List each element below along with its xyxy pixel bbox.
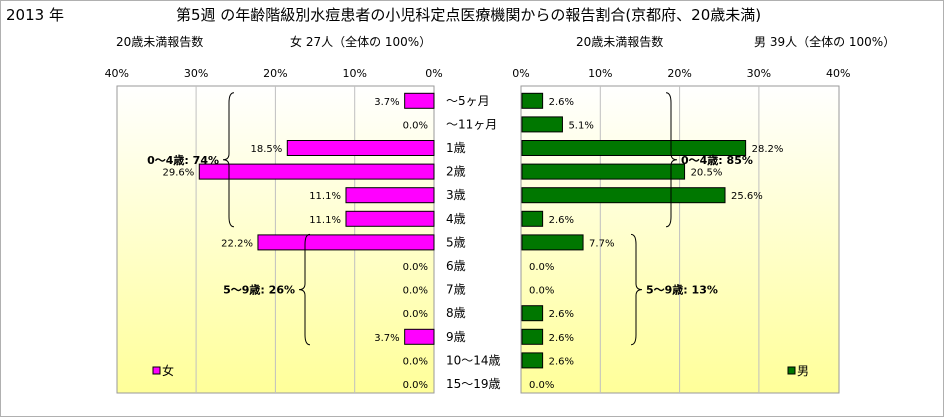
- age-group-brace: [665, 92, 678, 228]
- male-value-label: 2.6%: [549, 215, 574, 226]
- female-value-label: 29.6%: [162, 168, 194, 179]
- female-value-label: 0.0%: [403, 309, 428, 320]
- female-bar: [198, 163, 435, 180]
- male-bar: [521, 116, 563, 133]
- female-bar: [257, 234, 435, 251]
- left-count-label: 20歳未満報告数: [116, 34, 203, 49]
- female-bar: [404, 328, 435, 345]
- male-value-label: 28.2%: [752, 144, 784, 155]
- category-label: 9歳: [446, 330, 466, 344]
- left-total-label: 女 27人（全体の 100%）: [290, 34, 431, 49]
- female-value-label: 18.5%: [251, 144, 283, 155]
- annotations-layer: 0～4歳: 74% 5～9歳: 26% 0～4歳: 85% 5～9歳: 13%: [147, 92, 753, 346]
- female-value-label: 0.0%: [403, 262, 428, 273]
- category-label: 10～14歳: [446, 353, 501, 367]
- male-bar: [521, 140, 747, 156]
- category-label: 8歳: [446, 306, 466, 320]
- right-count-label: 20歳未満報告数: [576, 34, 663, 49]
- category-label: 6歳: [446, 259, 466, 273]
- female-value-label: 3.7%: [374, 333, 399, 344]
- left-tick-label: 10%: [342, 67, 366, 80]
- category-label: 7歳: [446, 283, 466, 297]
- female-value-label: 0.0%: [403, 380, 428, 391]
- category-label: 1歳: [446, 141, 466, 155]
- category-label: 4歳: [446, 212, 466, 226]
- age-group-brace: [222, 92, 235, 228]
- female-bar: [286, 140, 435, 156]
- male-value-label: 2.6%: [549, 356, 574, 367]
- female-value-label: 0.0%: [403, 120, 428, 131]
- right-tick-label: 10%: [588, 67, 612, 80]
- category-label: 5歳: [446, 235, 466, 249]
- legend-layer: 女男: [152, 363, 809, 378]
- female-value-label: 0.0%: [403, 356, 428, 367]
- male-bar: [521, 234, 584, 251]
- category-label: ～5ヶ月: [446, 94, 490, 108]
- male-value-label: 0.0%: [529, 286, 554, 297]
- age-group-brace: [630, 233, 643, 346]
- age-group-annotation: 5～9歳: 13%: [646, 283, 718, 297]
- left-tick-label: 0%: [425, 67, 442, 80]
- legend-swatch-male: [787, 366, 796, 375]
- male-bar: [521, 352, 544, 369]
- age-group-annotation: 5～9歳: 26%: [223, 283, 295, 297]
- right-total-label: 男 39人（全体の 100%）: [754, 34, 895, 49]
- male-bar: [521, 210, 544, 227]
- legend-swatch-female: [152, 366, 161, 375]
- category-label: 2歳: [446, 165, 466, 179]
- female-value-label: 3.7%: [374, 97, 399, 108]
- category-label: ～11ヶ月: [446, 117, 497, 131]
- male-bar: [521, 305, 544, 322]
- age-group-annotation: 0～4歳: 85%: [681, 153, 753, 167]
- age-group-annotation: 0～4歳: 74%: [147, 153, 219, 167]
- female-bar: [345, 187, 435, 204]
- female-value-label: 0.0%: [403, 286, 428, 297]
- left-tick-label: 30%: [184, 67, 208, 80]
- male-value-label: 0.0%: [529, 262, 554, 273]
- left-tick-label: 40%: [105, 67, 129, 80]
- female-value-label: 22.2%: [221, 238, 253, 249]
- male-value-label: 2.6%: [549, 97, 574, 108]
- male-bar: [521, 328, 544, 345]
- male-value-label: 7.7%: [589, 238, 614, 249]
- category-label: 15～19歳: [446, 377, 501, 391]
- male-bar: [521, 187, 726, 204]
- labels-layer: 40% 30% 20% 10% 0% 0% 10% 20% 30% 40% ～5ヶ月 3.7% 2.6%…: [105, 67, 851, 391]
- male-value-label: 2.6%: [549, 333, 574, 344]
- male-value-label: 25.6%: [731, 191, 763, 202]
- category-label: 3歳: [446, 188, 466, 202]
- legend-label-male: 男: [797, 364, 809, 378]
- male-bar: [521, 92, 544, 109]
- male-value-label: 5.1%: [568, 120, 593, 131]
- right-tick-label: 40%: [826, 67, 850, 80]
- year-label: 2013 年: [6, 6, 64, 24]
- male-bar: [521, 163, 686, 180]
- right-tick-label: 30%: [747, 67, 771, 80]
- right-tick-label: 0%: [512, 67, 529, 80]
- age-group-brace: [298, 233, 311, 346]
- male-value-label: 0.0%: [529, 380, 554, 391]
- male-value-label: 2.6%: [549, 309, 574, 320]
- bars-layer: [198, 92, 747, 369]
- right-tick-label: 20%: [667, 67, 691, 80]
- legend-label-female: 女: [162, 363, 174, 378]
- female-bar: [404, 92, 435, 109]
- female-value-label: 11.1%: [309, 191, 341, 202]
- left-tick-label: 20%: [263, 67, 287, 80]
- female-bar: [345, 210, 435, 227]
- chart-title: 第5週 の年齢階級別水痘患者の小児科定点医療機関からの報告割合(京都府、20歳未…: [176, 6, 761, 24]
- female-value-label: 11.1%: [309, 215, 341, 226]
- male-value-label: 20.5%: [691, 168, 723, 179]
